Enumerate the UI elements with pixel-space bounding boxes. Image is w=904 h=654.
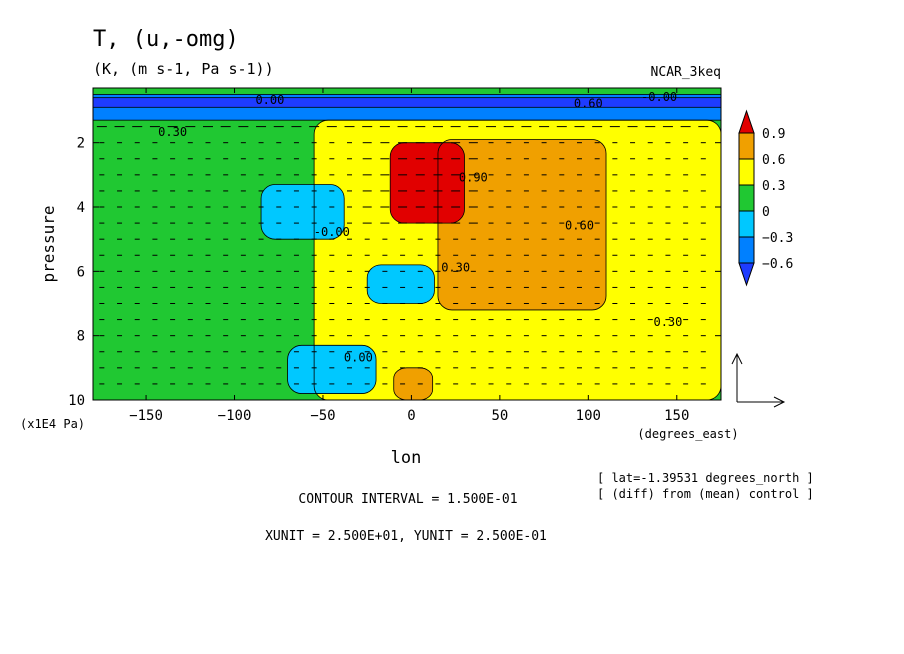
plot-axes: −150 −100 −50 0 50 100 150 2 4 6 8 10 xyxy=(68,87,722,424)
contour-label: 0.00 xyxy=(255,93,284,107)
contour-region-6 xyxy=(367,264,435,304)
contour-labels: 0.30 0.00 0.60 -0.00 -0.00 0.90 0.60 0.30 0.30 0.… xyxy=(158,90,682,365)
x-axis-label: lon xyxy=(391,448,422,468)
colorbar-label: 0.6 xyxy=(762,153,785,168)
contour-label: 0.60 xyxy=(565,219,594,233)
contour-field xyxy=(93,88,721,400)
contour-region-2 xyxy=(437,139,607,310)
colorbar-segment xyxy=(738,109,755,134)
x-tick-label: −100 xyxy=(218,408,252,424)
contour-label: 0.30 xyxy=(441,260,470,274)
colorbar-segment xyxy=(738,236,755,264)
colorbar-label: −0.6 xyxy=(762,257,793,272)
x-tick-label: −50 xyxy=(310,408,335,424)
x-tick-label: −150 xyxy=(129,408,163,424)
contour-region-4 xyxy=(390,142,465,224)
colorbar: 0.9 0.6 0.3 0 −0.3 −0.6 xyxy=(738,109,793,287)
x-unit-label: (degrees_east) xyxy=(637,427,738,441)
x-tick-label: 100 xyxy=(576,408,601,424)
latitude-info: [ lat=-1.39531 degrees_north ] xyxy=(597,471,814,485)
y-tick-label: 2 xyxy=(77,136,85,152)
contour-region-9 xyxy=(93,97,721,108)
contour-label: -0.00 xyxy=(314,225,350,239)
contour-line-4 xyxy=(389,142,465,224)
vector-units: XUNIT = 2.500E+01, YUNIT = 2.500E-01 xyxy=(265,529,547,544)
contour-label: 0.30 xyxy=(653,315,682,329)
reference-vector xyxy=(731,352,786,408)
contour-label: 0.60 xyxy=(574,96,603,110)
contour-line-5 xyxy=(260,184,345,240)
contour-lines xyxy=(93,88,721,400)
x-tick-label: 150 xyxy=(664,408,689,424)
x-tick-label: 0 xyxy=(407,408,415,424)
y-unit-label: (x1E4 Pa) xyxy=(20,417,85,431)
vector-arrows xyxy=(96,126,709,385)
colorbar-segment xyxy=(738,132,755,160)
contour-line-8 xyxy=(93,94,721,121)
y-tick-label: 4 xyxy=(77,200,85,216)
contour-line-3 xyxy=(393,367,434,400)
chart-title: T, (u,-omg) xyxy=(93,27,239,52)
y-axis-label: pressure xyxy=(39,205,58,282)
contour-label: 0.90 xyxy=(459,170,488,184)
contour-region-7 xyxy=(287,345,377,394)
diff-info: [ (diff) from (mean) control ] xyxy=(597,487,814,501)
y-tick-label: 6 xyxy=(77,264,85,280)
contour-line-7 xyxy=(287,344,377,394)
x-tick-label: 50 xyxy=(491,408,508,424)
colorbar-segment xyxy=(738,262,755,287)
colorbar-segment xyxy=(738,210,755,238)
contour-line-9 xyxy=(93,97,721,108)
colorbar-label: 0.3 xyxy=(762,179,785,194)
contour-label: -0.00 xyxy=(641,90,677,104)
contour-region-5 xyxy=(261,184,345,240)
chart-subtitle: (K, (m s-1, Pa s-1)) xyxy=(93,60,274,78)
contour-interval: CONTOUR INTERVAL = 1.500E-01 xyxy=(298,492,517,507)
colorbar-label: −0.3 xyxy=(762,231,793,246)
contour-line-2 xyxy=(437,139,607,311)
colorbar-segment xyxy=(738,158,755,186)
source-label: NCAR_3keq xyxy=(651,65,721,80)
contour-region-3 xyxy=(393,367,433,400)
contour-label: 0.00 xyxy=(344,350,373,364)
colorbar-label: 0.9 xyxy=(762,127,785,142)
plot-frame xyxy=(92,87,722,401)
colorbar-label: 0 xyxy=(762,205,770,220)
colorbar-segment xyxy=(738,184,755,212)
contour-label: 0.30 xyxy=(158,125,187,139)
y-tick-label: 10 xyxy=(68,393,85,409)
y-tick-label: 8 xyxy=(77,329,85,345)
